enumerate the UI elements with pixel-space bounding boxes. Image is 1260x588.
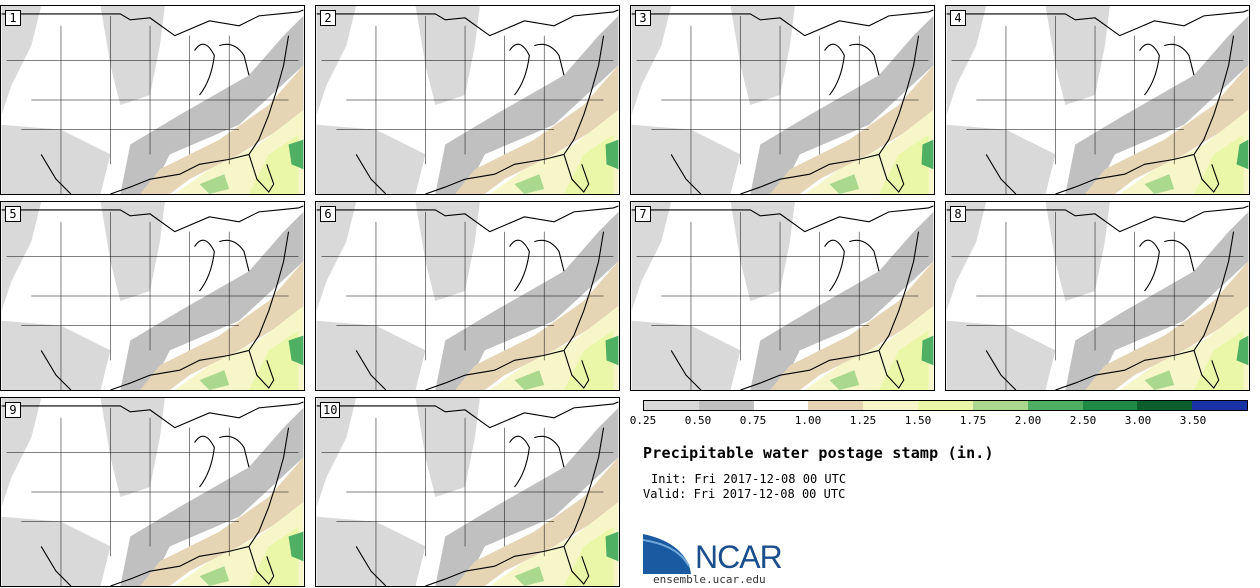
colorbar-segment [863, 401, 919, 410]
member-label: 1 [5, 10, 21, 26]
tick-label: 1.00 [794, 414, 822, 427]
member-label: 5 [5, 206, 21, 222]
pw-map-icon [631, 6, 934, 194]
colorbar-segment [753, 401, 809, 410]
tick-label: 1.75 [959, 414, 987, 427]
pw-map-icon [946, 6, 1249, 194]
colorbar-segment [1027, 401, 1083, 410]
member-label: 9 [5, 402, 21, 418]
tick-label: 0.50 [684, 414, 712, 427]
ncar-logo-icon [643, 530, 695, 574]
colorbar-segment [1192, 401, 1247, 410]
member-panel-10: 10 [315, 397, 620, 587]
tick-label: 2.00 [1014, 414, 1042, 427]
colorbar-segment [1082, 401, 1138, 410]
colorbar-segment [644, 401, 699, 410]
pw-map-icon [1, 6, 304, 194]
tick-label: 0.75 [739, 414, 767, 427]
colorbar-segment [918, 401, 973, 410]
valid-time: Valid: Fri 2017-12-08 00 UTC [643, 487, 846, 501]
website-link[interactable]: ensemble.ucar.edu [653, 573, 766, 586]
pw-map-icon [946, 202, 1249, 390]
colorbar-segment [1137, 401, 1193, 410]
member-label: 2 [320, 10, 336, 26]
member-panel-8: 8 [945, 201, 1250, 391]
colorbar-segment [698, 401, 754, 410]
tick-label: 1.50 [904, 414, 932, 427]
tick-label: 3.00 [1124, 414, 1152, 427]
colorbar [643, 400, 1248, 411]
colorbar-segment [972, 401, 1028, 410]
colorbar-tick-labels: 0.25 0.50 0.75 1.00 1.25 1.50 1.75 2.00 … [630, 414, 1260, 428]
tick-label: 2.50 [1069, 414, 1097, 427]
member-panel-6: 6 [315, 201, 620, 391]
member-panel-4: 4 [945, 5, 1250, 195]
member-label: 6 [320, 206, 336, 222]
member-label: 8 [950, 206, 966, 222]
tick-label: 0.25 [629, 414, 657, 427]
tick-label: 1.25 [849, 414, 877, 427]
member-label: 4 [950, 10, 966, 26]
pw-map-icon [1, 398, 304, 586]
product-title: Precipitable water postage stamp (in.) [643, 444, 994, 462]
pw-map-icon [316, 6, 619, 194]
member-panel-9: 9 [0, 397, 305, 587]
tick-label: 3.50 [1179, 414, 1207, 427]
member-label: 7 [635, 206, 651, 222]
member-label: 3 [635, 10, 651, 26]
pw-map-icon [631, 202, 934, 390]
member-panel-2: 2 [315, 5, 620, 195]
pw-map-icon [1, 202, 304, 390]
logo-wordmark: NCAR [695, 539, 783, 575]
member-panel-3: 3 [630, 5, 935, 195]
pw-map-icon [316, 398, 619, 586]
init-time: Init: Fri 2017-12-08 00 UTC [651, 472, 847, 486]
member-panel-1: 1 [0, 5, 305, 195]
colorbar-segment [808, 401, 864, 410]
member-panel-5: 5 [0, 201, 305, 391]
pw-map-icon [316, 202, 619, 390]
member-label: 10 [320, 402, 341, 418]
member-panel-7: 7 [630, 201, 935, 391]
